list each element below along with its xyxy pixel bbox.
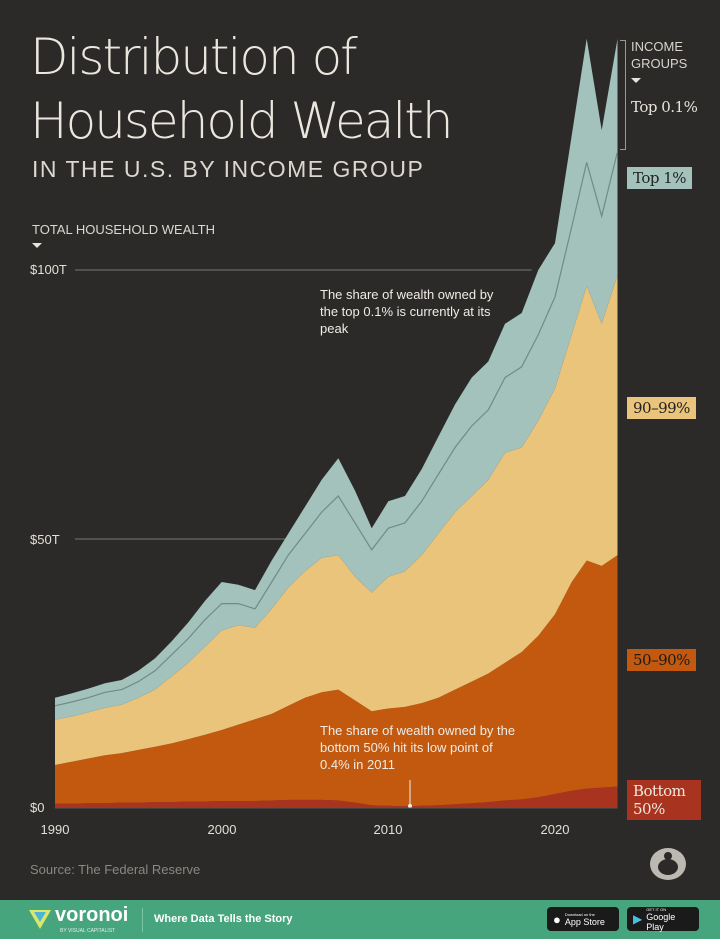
source-note: Source: The Federal Reserve <box>30 862 201 877</box>
x-tick-label: 2010 <box>373 822 403 837</box>
label-top-0-1: Top 0.1% <box>631 98 698 116</box>
app-store-small: Download on the <box>564 911 595 917</box>
y-tick-label: $50T <box>30 532 60 547</box>
legend-heading-line2: GROUPS <box>631 56 688 71</box>
x-tick-label: 2020 <box>540 822 570 837</box>
title-line-2: Household Wealth <box>30 92 454 150</box>
app-store-button[interactable]: ● Download on the App Store <box>547 907 619 931</box>
y-axis-label: TOTAL HOUSEHOLD WEALTH <box>32 222 215 248</box>
area-top-0-1- <box>55 38 618 706</box>
title-line-1: Distribution of <box>30 28 358 86</box>
legend-heading: INCOME GROUPS <box>631 38 687 83</box>
x-tick-label: 2000 <box>207 822 237 837</box>
label-top-1: Top 1% <box>627 167 693 189</box>
google-play-button[interactable]: ▶ GET IT ON Google Play <box>627 906 699 932</box>
subtitle: IN THE U.S. BY INCOME GROUP <box>32 156 425 182</box>
apple-icon: ● <box>553 911 561 927</box>
footer-bar: voronoi BY VISUAL CAPITALIST Where Data … <box>0 900 720 939</box>
play-icon: ▶ <box>633 912 643 926</box>
brand-sub: BY VISUAL CAPITALIST <box>60 928 116 934</box>
caret-down-icon <box>32 243 42 248</box>
area-50-90- <box>55 555 618 807</box>
y-axis-label-text: TOTAL HOUSEHOLD WEALTH <box>32 222 215 237</box>
annotation-dot <box>408 804 412 808</box>
top-0-1-bracket <box>620 40 626 150</box>
divider <box>142 908 143 932</box>
voronoi-logo-icon <box>29 910 51 929</box>
google-play-small: GET IT ON <box>646 906 667 912</box>
legend-heading-line1: INCOME <box>631 39 683 54</box>
brand-name: voronoi <box>55 904 129 926</box>
area-90-99- <box>55 275 618 765</box>
annotation-top-0-1: The share of wealth owned by the top 0.1… <box>320 287 494 336</box>
caret-down-icon <box>631 78 641 83</box>
y-tick-label: $0 <box>30 800 45 815</box>
y-tick-label: $100T <box>30 262 67 277</box>
tagline: Where Data Tells the Story <box>154 913 293 925</box>
annotation-bottom-50: The share of wealth owned by the bottom … <box>320 723 516 772</box>
label-50-90: 50–90% <box>627 649 696 671</box>
top-0-1-boundary-line <box>54 151 619 707</box>
area-bottom-50- <box>55 786 618 808</box>
label-90-99: 90–99% <box>627 397 696 419</box>
google-play-label: Google Play <box>646 911 676 932</box>
visual-capitalist-mark-icon <box>650 848 686 880</box>
app-store-label: App Store <box>564 916 605 927</box>
label-bottom-50: Bottom 50% <box>627 780 701 820</box>
x-tick-label: 1990 <box>40 822 70 837</box>
area-top-1- <box>55 151 618 720</box>
